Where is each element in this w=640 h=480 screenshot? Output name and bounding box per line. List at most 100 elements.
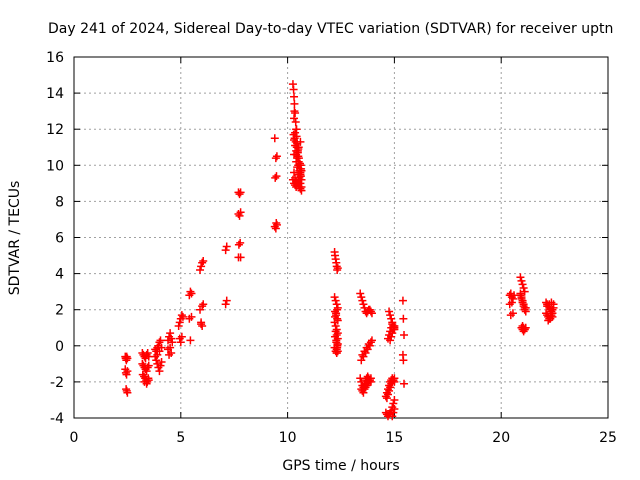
data-point — [144, 361, 153, 370]
data-point — [235, 190, 244, 199]
data-point — [197, 318, 206, 327]
data-point — [196, 265, 205, 274]
y-axis-label: SDTVAR / TECUs — [7, 181, 23, 296]
data-point — [272, 152, 281, 161]
data-point — [385, 386, 394, 395]
data-point — [399, 356, 408, 365]
data-point — [297, 182, 306, 191]
data-point — [142, 367, 151, 376]
data-point — [519, 300, 528, 309]
data-point — [359, 388, 368, 397]
data-point — [549, 300, 558, 309]
data-point — [398, 296, 407, 305]
y-tick-label: 10 — [46, 158, 64, 174]
data-point — [167, 334, 176, 343]
data-point — [292, 125, 301, 134]
y-tick-label: 14 — [46, 86, 64, 102]
data-point — [365, 376, 374, 385]
data-point — [333, 305, 342, 314]
data-point — [387, 332, 396, 341]
data-point — [507, 298, 516, 307]
data-point — [520, 287, 529, 296]
grid-lines — [74, 57, 608, 418]
data-point — [123, 388, 132, 397]
data-point — [166, 329, 175, 338]
data-point — [198, 321, 207, 330]
x-tick-label: 20 — [492, 430, 510, 446]
data-point — [178, 312, 187, 321]
x-tick-label: 0 — [70, 430, 79, 446]
data-point — [290, 168, 299, 177]
y-tick-label: 12 — [46, 122, 64, 138]
data-point — [290, 99, 299, 108]
data-point — [123, 354, 132, 363]
data-point — [271, 173, 280, 182]
data-point — [289, 130, 298, 139]
data-point — [143, 349, 152, 358]
data-point — [144, 376, 153, 385]
data-point — [198, 258, 207, 267]
y-tick-label: 4 — [55, 267, 64, 283]
data-point — [293, 163, 302, 172]
data-point — [221, 300, 230, 309]
data-point — [332, 330, 341, 339]
data-point — [236, 253, 245, 262]
x-tick-label: 5 — [176, 430, 185, 446]
data-point — [357, 293, 366, 302]
data-point — [332, 309, 341, 318]
data-point — [332, 349, 341, 358]
data-point — [385, 307, 394, 316]
data-point — [388, 329, 397, 338]
data-point — [271, 154, 280, 163]
data-point — [236, 188, 245, 197]
data-point — [197, 262, 206, 271]
data-point — [389, 325, 398, 334]
x-axis-label: GPS time / hours — [282, 458, 399, 474]
data-point — [289, 85, 298, 94]
data-point — [521, 307, 530, 316]
data-point — [152, 356, 161, 365]
data-point — [123, 367, 132, 376]
data-point — [157, 343, 166, 352]
data-point — [291, 128, 300, 137]
data-point — [331, 312, 340, 321]
data-point — [292, 150, 301, 159]
data-point — [174, 321, 183, 330]
data-point — [166, 343, 175, 352]
data-point — [333, 339, 342, 348]
data-point — [333, 264, 342, 273]
data-point — [291, 137, 300, 146]
data-point — [236, 208, 245, 217]
data-point — [234, 240, 243, 249]
data-point — [356, 289, 365, 298]
data-point — [168, 338, 177, 347]
data-point — [270, 134, 279, 143]
data-point — [517, 276, 526, 285]
y-tick-label: 2 — [55, 303, 64, 319]
x-tick-label: 10 — [279, 430, 297, 446]
data-point — [122, 370, 131, 379]
data-point — [176, 338, 185, 347]
data-point — [199, 256, 208, 265]
data-point — [520, 303, 529, 312]
data-point — [508, 294, 517, 303]
data-point — [519, 284, 528, 293]
y-tick-label: 0 — [55, 339, 64, 355]
y-tick-label: 6 — [55, 231, 64, 247]
data-point — [331, 296, 340, 305]
chart-title: Day 241 of 2024, Sidereal Day-to-day VTE… — [48, 21, 613, 37]
data-point — [390, 404, 399, 413]
axis-ticks: -4 -2 0 2 4 6 8 10 12 14 16 0 5 10 15 20 25 — [46, 50, 617, 446]
data-point — [518, 280, 527, 289]
data-point — [358, 296, 367, 305]
data-point — [516, 273, 525, 282]
data-point — [221, 246, 230, 255]
data-point — [156, 361, 165, 370]
data-point — [199, 300, 208, 309]
data-point — [290, 114, 299, 123]
data-point — [332, 338, 341, 347]
data-point — [294, 170, 303, 179]
data-point — [389, 408, 398, 417]
data-point — [547, 311, 556, 320]
data-point — [521, 323, 530, 332]
